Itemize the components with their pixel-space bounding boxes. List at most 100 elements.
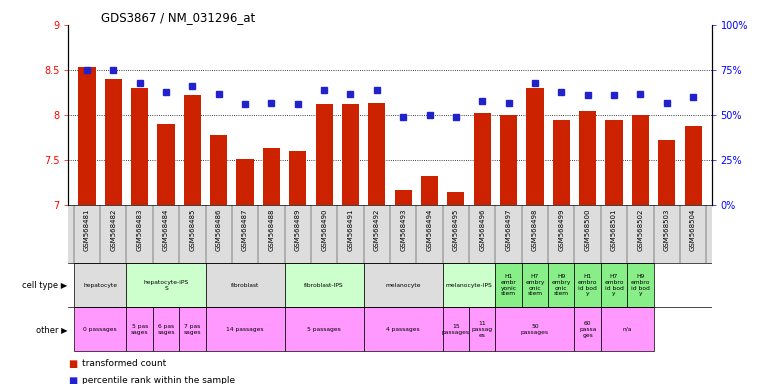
Text: H1
embro
id bod
y: H1 embro id bod y <box>578 274 597 296</box>
Bar <box>153 307 179 351</box>
Bar <box>495 263 522 307</box>
Text: H9
embro
id bod
y: H9 embro id bod y <box>631 274 650 296</box>
Bar <box>263 148 280 205</box>
Text: GSM568487: GSM568487 <box>242 208 248 251</box>
Text: GSM568498: GSM568498 <box>532 208 538 251</box>
Bar <box>548 263 575 307</box>
Bar <box>601 307 654 351</box>
Bar <box>527 88 543 205</box>
Bar <box>632 115 649 205</box>
Bar <box>126 307 153 351</box>
Text: GSM568504: GSM568504 <box>690 208 696 251</box>
Bar <box>469 307 495 351</box>
Bar <box>105 79 122 205</box>
Text: 15
passages: 15 passages <box>442 324 470 335</box>
Bar <box>364 307 443 351</box>
Text: 6 pas
sages: 6 pas sages <box>158 324 175 335</box>
Text: fibroblast: fibroblast <box>231 283 260 288</box>
Bar <box>74 307 126 351</box>
Text: GSM568494: GSM568494 <box>427 208 432 251</box>
Bar <box>495 307 575 351</box>
Bar <box>316 104 333 205</box>
Bar <box>131 88 148 205</box>
Bar <box>74 263 126 307</box>
Bar <box>658 141 675 205</box>
Text: 5 passages: 5 passages <box>307 327 341 332</box>
Bar <box>579 111 596 205</box>
Bar <box>395 190 412 205</box>
Text: GSM568489: GSM568489 <box>295 208 301 251</box>
Text: H9
embry
onic
stem: H9 embry onic stem <box>552 274 571 296</box>
Bar <box>210 135 228 205</box>
Bar <box>685 126 702 205</box>
Text: H7
embry
onic
stem: H7 embry onic stem <box>525 274 545 296</box>
Bar <box>158 124 174 205</box>
Bar <box>627 263 654 307</box>
Text: GSM568486: GSM568486 <box>215 208 221 251</box>
Text: melanocyte-IPS: melanocyte-IPS <box>446 283 492 288</box>
Text: percentile rank within the sample: percentile rank within the sample <box>82 376 235 384</box>
Text: GSM568484: GSM568484 <box>163 208 169 251</box>
Text: GSM568482: GSM568482 <box>110 208 116 251</box>
Text: GSM568500: GSM568500 <box>584 208 591 251</box>
Text: GSM568493: GSM568493 <box>400 208 406 251</box>
Bar <box>205 263 285 307</box>
Bar <box>575 263 601 307</box>
Text: GSM568503: GSM568503 <box>664 208 670 251</box>
Bar <box>289 151 307 205</box>
Text: ■: ■ <box>68 359 78 369</box>
Bar <box>606 120 622 205</box>
Bar <box>500 115 517 205</box>
Text: GSM568497: GSM568497 <box>505 208 511 251</box>
Bar <box>364 263 443 307</box>
Bar <box>522 263 548 307</box>
Text: 50
passages: 50 passages <box>521 324 549 335</box>
Bar <box>601 263 627 307</box>
Bar <box>443 263 495 307</box>
Text: H1
embr
yonic
stem: H1 embr yonic stem <box>501 274 517 296</box>
Bar <box>447 192 464 205</box>
Text: 7 pas
sages: 7 pas sages <box>183 324 201 335</box>
Text: cell type ▶: cell type ▶ <box>23 281 68 290</box>
Bar <box>205 307 285 351</box>
Text: ■: ■ <box>68 376 78 384</box>
Bar <box>575 307 601 351</box>
Bar <box>237 159 253 205</box>
Bar <box>552 120 570 205</box>
Bar <box>473 113 491 205</box>
Text: hepatocyte-iPS
S: hepatocyte-iPS S <box>143 280 189 291</box>
Text: other ▶: other ▶ <box>36 325 68 334</box>
Text: 4 passages: 4 passages <box>387 327 420 332</box>
Text: 5 pas
sages: 5 pas sages <box>131 324 148 335</box>
Bar <box>342 104 359 205</box>
Text: transformed count: transformed count <box>82 359 167 368</box>
Bar <box>285 307 364 351</box>
Text: GSM568502: GSM568502 <box>638 208 643 251</box>
Text: 60
passa
ges: 60 passa ges <box>579 321 597 338</box>
Bar <box>285 263 364 307</box>
Bar <box>421 175 438 205</box>
Text: GSM568496: GSM568496 <box>479 208 486 251</box>
Text: H7
embro
id bod
y: H7 embro id bod y <box>604 274 624 296</box>
Text: GSM568490: GSM568490 <box>321 208 327 251</box>
Bar <box>184 95 201 205</box>
Text: 14 passages: 14 passages <box>226 327 264 332</box>
Bar <box>126 263 205 307</box>
Text: GSM568499: GSM568499 <box>559 208 565 251</box>
Text: fibroblast-IPS: fibroblast-IPS <box>304 283 344 288</box>
Text: hepatocyte: hepatocyte <box>83 283 117 288</box>
Text: GSM568481: GSM568481 <box>84 208 90 251</box>
Text: melanocyte: melanocyte <box>385 283 421 288</box>
Text: GSM568483: GSM568483 <box>137 208 142 251</box>
Text: 0 passages: 0 passages <box>83 327 117 332</box>
Text: GSM568488: GSM568488 <box>269 208 275 251</box>
Bar <box>368 103 385 205</box>
Text: 11
passag
es: 11 passag es <box>472 321 493 338</box>
Text: GSM568485: GSM568485 <box>189 208 196 251</box>
Bar <box>78 67 95 205</box>
Text: GSM568501: GSM568501 <box>611 208 617 251</box>
Text: n/a: n/a <box>622 327 632 332</box>
Text: GSM568495: GSM568495 <box>453 208 459 251</box>
Bar <box>179 307 205 351</box>
Text: GSM568492: GSM568492 <box>374 208 380 251</box>
